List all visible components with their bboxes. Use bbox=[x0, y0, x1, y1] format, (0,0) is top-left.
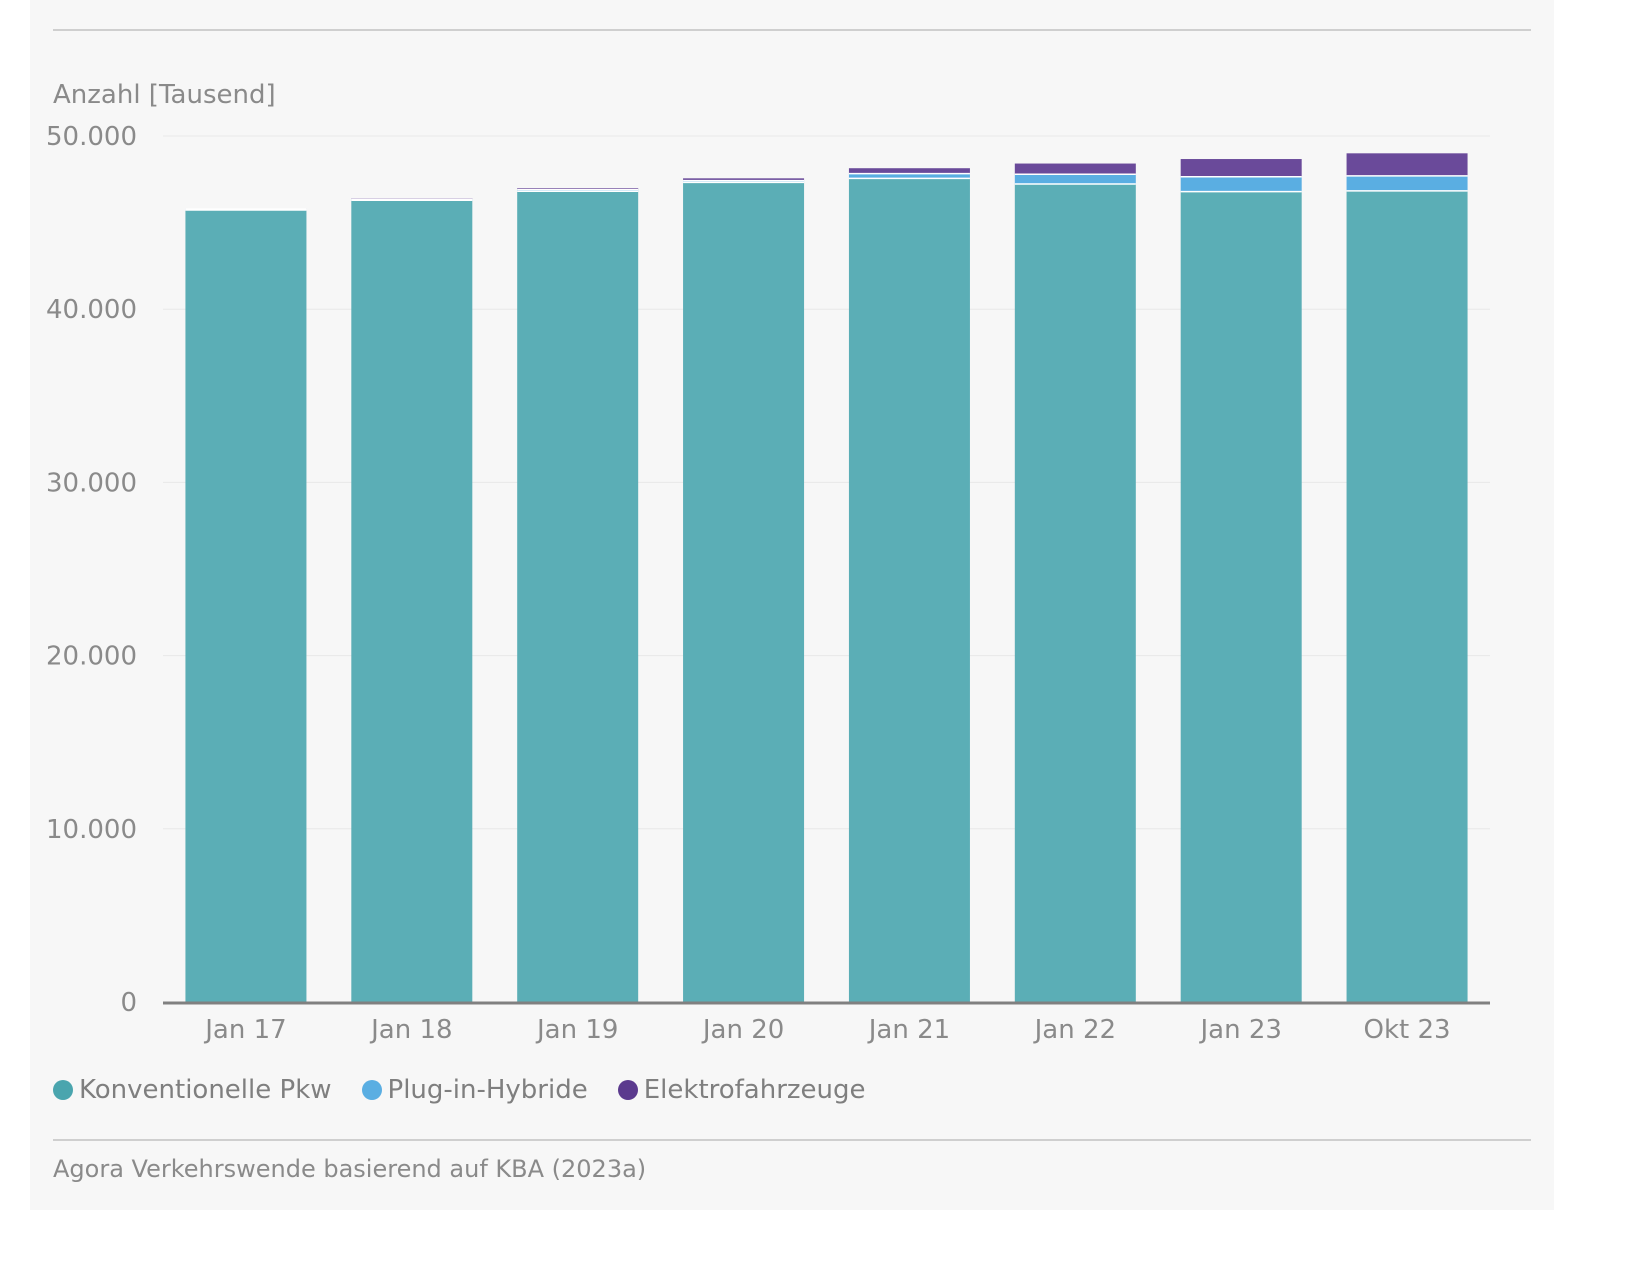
bar-phev bbox=[1346, 175, 1468, 191]
bar-phev bbox=[517, 189, 639, 192]
bar-bev bbox=[848, 168, 970, 174]
bar-conventional bbox=[517, 191, 639, 1002]
x-tick-label: Jan 22 bbox=[1033, 1015, 1116, 1045]
x-tick-label: Jan 21 bbox=[867, 1015, 950, 1045]
x-tick-label: Jan 18 bbox=[369, 1015, 452, 1045]
y-tick-label: 40.000 bbox=[46, 295, 137, 325]
bar-bev bbox=[683, 178, 805, 181]
top-divider bbox=[53, 29, 1531, 31]
bar-phev bbox=[1014, 174, 1136, 184]
bar-conventional bbox=[1014, 183, 1136, 1003]
legend: Konventionelle Pkw Plug-in-Hybride Elektro… bbox=[53, 1075, 896, 1105]
x-tick-label: Jan 20 bbox=[701, 1015, 784, 1045]
bar-conventional bbox=[683, 182, 805, 1002]
y-tick-label: 30.000 bbox=[46, 468, 137, 498]
bar-phev bbox=[683, 180, 805, 183]
legend-item: Plug-in-Hybride bbox=[361, 1075, 588, 1105]
bar-conventional bbox=[185, 209, 307, 1002]
legend-label: Plug-in-Hybride bbox=[387, 1075, 588, 1105]
legend-dot-icon bbox=[361, 1080, 382, 1100]
y-axis-label: Anzahl [Tausend] bbox=[53, 80, 276, 110]
x-tick-label: Jan 19 bbox=[535, 1015, 618, 1045]
bar-bev bbox=[1014, 163, 1136, 175]
legend-label: Konventionelle Pkw bbox=[79, 1075, 332, 1105]
y-tick-label: 10.000 bbox=[46, 815, 137, 845]
bottom-divider bbox=[53, 1139, 1531, 1141]
legend-item: Konventionelle Pkw bbox=[53, 1075, 332, 1105]
x-tick-label: Jan 23 bbox=[1198, 1015, 1281, 1045]
legend-dot-icon bbox=[53, 1080, 73, 1100]
bar-phev bbox=[1180, 176, 1302, 192]
bar-conventional bbox=[351, 200, 473, 1002]
y-tick-label: 20.000 bbox=[46, 642, 137, 672]
bar-conventional bbox=[1346, 190, 1468, 1002]
y-tick-label: 0 bbox=[120, 988, 137, 1018]
source-note: Agora Verkehrswende basierend auf KBA (2… bbox=[53, 1155, 647, 1183]
bar-phev bbox=[848, 173, 970, 179]
legend-dot-icon bbox=[617, 1080, 638, 1100]
y-tick-label: 50.000 bbox=[46, 122, 137, 152]
legend-item: Elektrofahrzeuge bbox=[617, 1075, 866, 1105]
bar-bev bbox=[1346, 153, 1468, 176]
bar-conventional bbox=[1180, 191, 1302, 1003]
bar-conventional bbox=[848, 178, 970, 1002]
x-tick-label: Jan 17 bbox=[203, 1015, 286, 1045]
x-tick-label: Okt 23 bbox=[1364, 1015, 1451, 1045]
bar-bev bbox=[1180, 159, 1302, 177]
legend-label: Elektrofahrzeuge bbox=[643, 1075, 866, 1105]
